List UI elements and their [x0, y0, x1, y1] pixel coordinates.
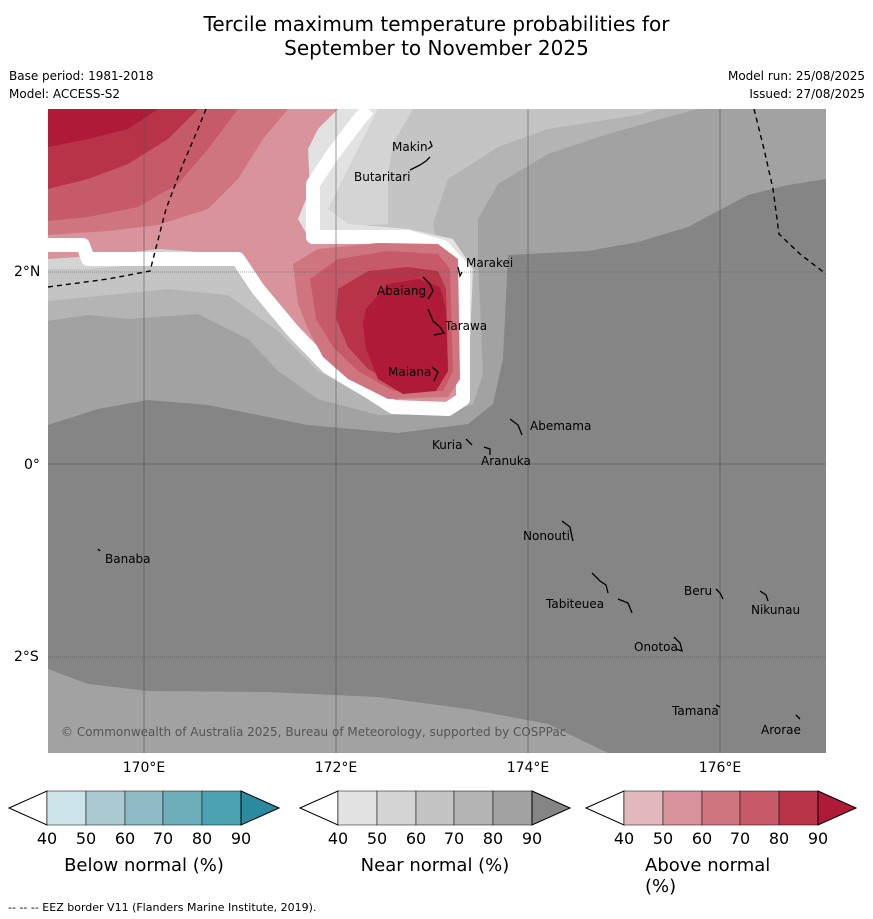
island-label-maiana: Maiana — [388, 365, 431, 379]
above-tick-90: 90 — [807, 829, 829, 848]
model-name: Model: ACCESS-S2 — [9, 87, 121, 101]
island-label-nonouti: Nonouti — [523, 529, 570, 543]
above-tick-50: 50 — [652, 829, 674, 848]
lon-label-174: 174°E — [506, 760, 550, 776]
below-tick-50: 50 — [75, 829, 97, 848]
below-tick-60: 60 — [114, 829, 136, 848]
near-tick-70: 70 — [443, 829, 465, 848]
model-run: Model run: 25/08/2025 — [727, 69, 865, 83]
above-normal-label: Above normal (%) — [645, 855, 771, 897]
above-normal-90-region-north — [48, 109, 158, 147]
near-tick-80: 80 — [482, 829, 504, 848]
island-labels: Makin Butaritari Marakei Abaiang Tarawa … — [105, 140, 801, 737]
base-period: Base period: 1981-2018 — [9, 69, 154, 83]
island-label-abaiang: Abaiang — [377, 284, 426, 298]
island-label-arorae: Arorae — [761, 723, 801, 737]
island-label-tabiteuea: Tabiteuea — [545, 597, 604, 611]
near-tick-50: 50 — [366, 829, 388, 848]
island-label-makin: Makin — [392, 140, 428, 154]
title-line-2: September to November 2025 — [284, 36, 589, 60]
lon-label-176: 176°E — [698, 760, 742, 776]
island-label-abemama: Abemama — [530, 419, 591, 433]
copyright-notice: © Commonwealth of Australia 2025, Bureau… — [61, 725, 566, 739]
lat-label-2n: 2°N — [14, 264, 41, 280]
eez-footnote: -- -- -- EEZ border V11 (Flanders Marine… — [8, 901, 317, 914]
near-normal-80-band-south — [48, 669, 608, 753]
below-tick-80: 80 — [191, 829, 213, 848]
island-label-tamana: Tamana — [671, 704, 719, 718]
island-label-onotoa: Onotoa — [634, 640, 678, 654]
near-tick-60: 60 — [405, 829, 427, 848]
near-tick-90: 90 — [521, 829, 543, 848]
island-outlines — [97, 140, 801, 720]
above-tick-80: 80 — [768, 829, 790, 848]
below-tick-40: 40 — [36, 829, 58, 848]
island-label-kuria: Kuria — [432, 438, 463, 452]
island-label-butaritari: Butaritari — [354, 170, 411, 184]
above-tick-70: 70 — [729, 829, 751, 848]
near-tick-40: 40 — [327, 829, 349, 848]
island-label-aranuka: Aranuka — [481, 454, 531, 468]
near-normal-label: Near normal (%) — [360, 855, 510, 876]
below-normal-label: Below normal (%) — [64, 855, 224, 876]
map-title: Tercile maximum temperature probabilitie… — [0, 12, 873, 60]
below-tick-90: 90 — [230, 829, 252, 848]
island-label-tarawa: Tarawa — [444, 319, 487, 333]
eez-border — [48, 109, 826, 288]
island-label-banaba: Banaba — [105, 552, 151, 566]
map-svg: Makin Butaritari Marakei Abaiang Tarawa … — [48, 109, 826, 753]
island-label-marakei: Marakei — [466, 256, 513, 270]
lon-label-170: 170°E — [122, 760, 166, 776]
issued-date: Issued: 27/08/2025 — [749, 87, 865, 101]
island-label-beru: Beru — [684, 584, 712, 598]
below-tick-70: 70 — [152, 829, 174, 848]
lon-label-172: 172°E — [314, 760, 358, 776]
colorbar-above-normal — [585, 790, 857, 826]
graticule — [48, 109, 826, 753]
above-tick-60: 60 — [691, 829, 713, 848]
forty-percent-outline — [48, 109, 470, 416]
above-tick-40: 40 — [613, 829, 635, 848]
island-label-nikunau: Nikunau — [751, 603, 800, 617]
colorbar-near-normal — [299, 790, 571, 826]
lat-label-0: 0° — [24, 457, 40, 473]
colorbar-below-normal — [8, 790, 280, 826]
lat-label-2s: 2°S — [14, 649, 39, 665]
probability-map: Makin Butaritari Marakei Abaiang Tarawa … — [48, 109, 826, 753]
title-line-1: Tercile maximum temperature probabilitie… — [203, 12, 670, 36]
above-normal-90-region — [363, 279, 448, 394]
